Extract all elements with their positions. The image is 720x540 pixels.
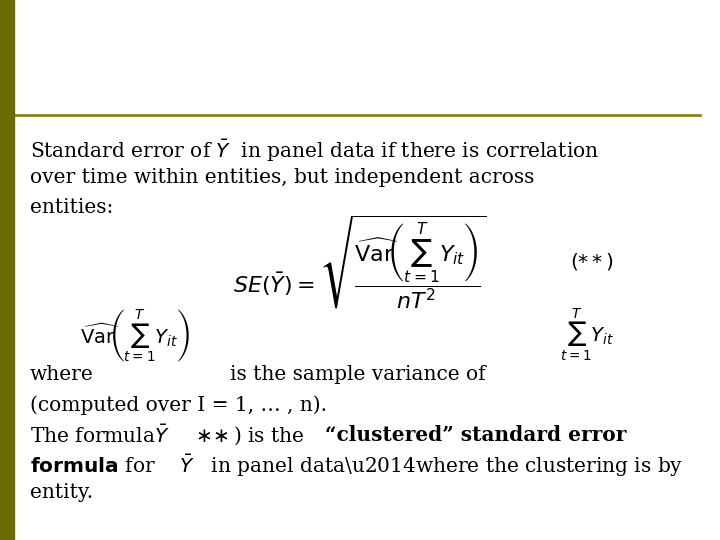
Text: $\ast\!\ast$) is the: $\ast\!\ast$) is the [195, 425, 305, 448]
Text: where: where [30, 365, 94, 384]
Bar [0, 0, 14, 540]
Text: $\sum_{t=1}^{T} Y_{it}$: $\sum_{t=1}^{T} Y_{it}$ [560, 307, 614, 363]
Text: $(**)$: $(**)$ [570, 252, 614, 273]
Text: The formula$\bar{Y}$: The formula$\bar{Y}$ [30, 425, 170, 447]
Text: $\mathbf{formula}$ for    $\bar{Y}$   in panel data\u2014where the clustering is: $\mathbf{formula}$ for $\bar{Y}$ in pane… [30, 453, 683, 479]
Text: $\widehat{\mathrm{Var}}\!\left(\sum_{t=1}^{T} Y_{it}\right)$: $\widehat{\mathrm{Var}}\!\left(\sum_{t=1… [80, 307, 190, 363]
Text: entities:: entities: [30, 198, 113, 217]
Text: $SE(\bar{Y}) = \sqrt{\dfrac{\widehat{\mathrm{Var}}\!\left(\sum_{t=1}^{T} Y_{it}\: $SE(\bar{Y}) = \sqrt{\dfrac{\widehat{\ma… [233, 213, 487, 310]
Text: is the sample variance of: is the sample variance of [230, 365, 485, 384]
Text: over time within entities, but independent across: over time within entities, but independe… [30, 168, 534, 187]
Text: entity.: entity. [30, 483, 93, 502]
Text: (computed over I = 1, … , n).: (computed over I = 1, … , n). [30, 395, 327, 415]
Text: Standard error of $\bar{Y}$  in panel data if there is correlation: Standard error of $\bar{Y}$ in panel dat… [30, 138, 599, 164]
Text: “clustered” standard error: “clustered” standard error [325, 425, 626, 445]
